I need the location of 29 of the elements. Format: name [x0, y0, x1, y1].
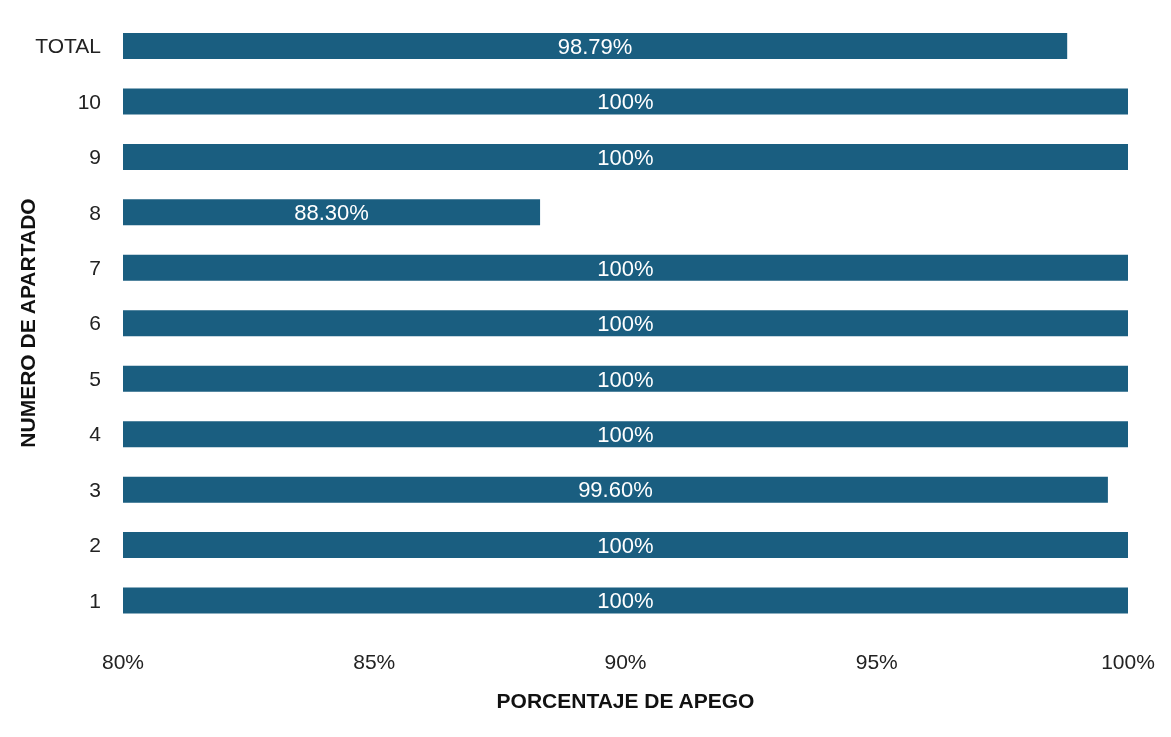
data-label: 98.79%	[557, 33, 633, 59]
x-tick-label: 80%	[101, 649, 145, 673]
y-tick-label: 1	[89, 588, 101, 612]
y-tick-label: 6	[89, 311, 101, 335]
data-label: 100%	[597, 588, 654, 614]
y-tick-label: 2	[89, 533, 101, 557]
y-tick-label: TOTAL	[35, 34, 101, 58]
x-tick-label: 85%	[353, 649, 396, 673]
y-tick-label: 7	[89, 256, 101, 279]
x-tick-label: 100%	[1101, 649, 1155, 673]
y-axis-title: NUMERO DE APARTADO	[16, 198, 40, 448]
data-label: 100%	[597, 144, 654, 170]
data-label: 100%	[597, 89, 654, 115]
data-label: 99.60%	[578, 477, 653, 503]
y-tick-label: 5	[89, 366, 101, 390]
data-label: 88.30%	[294, 200, 369, 226]
y-tick-label: 3	[89, 477, 101, 501]
x-axis-title: PORCENTAJE DE APEGO	[496, 689, 755, 712]
y-tick-label: 10	[77, 89, 101, 113]
data-label: 100%	[597, 532, 654, 558]
data-label: 100%	[597, 311, 654, 337]
data-label: 100%	[597, 255, 654, 281]
y-tick-label: 4	[89, 422, 102, 446]
data-label: 100%	[597, 366, 654, 392]
x-tick-label: 90%	[604, 649, 647, 673]
y-tick-label: 9	[89, 145, 101, 169]
y-tick-label: 8	[89, 200, 101, 224]
data-label: 100%	[597, 421, 654, 447]
x-tick-label: 95%	[855, 649, 898, 673]
